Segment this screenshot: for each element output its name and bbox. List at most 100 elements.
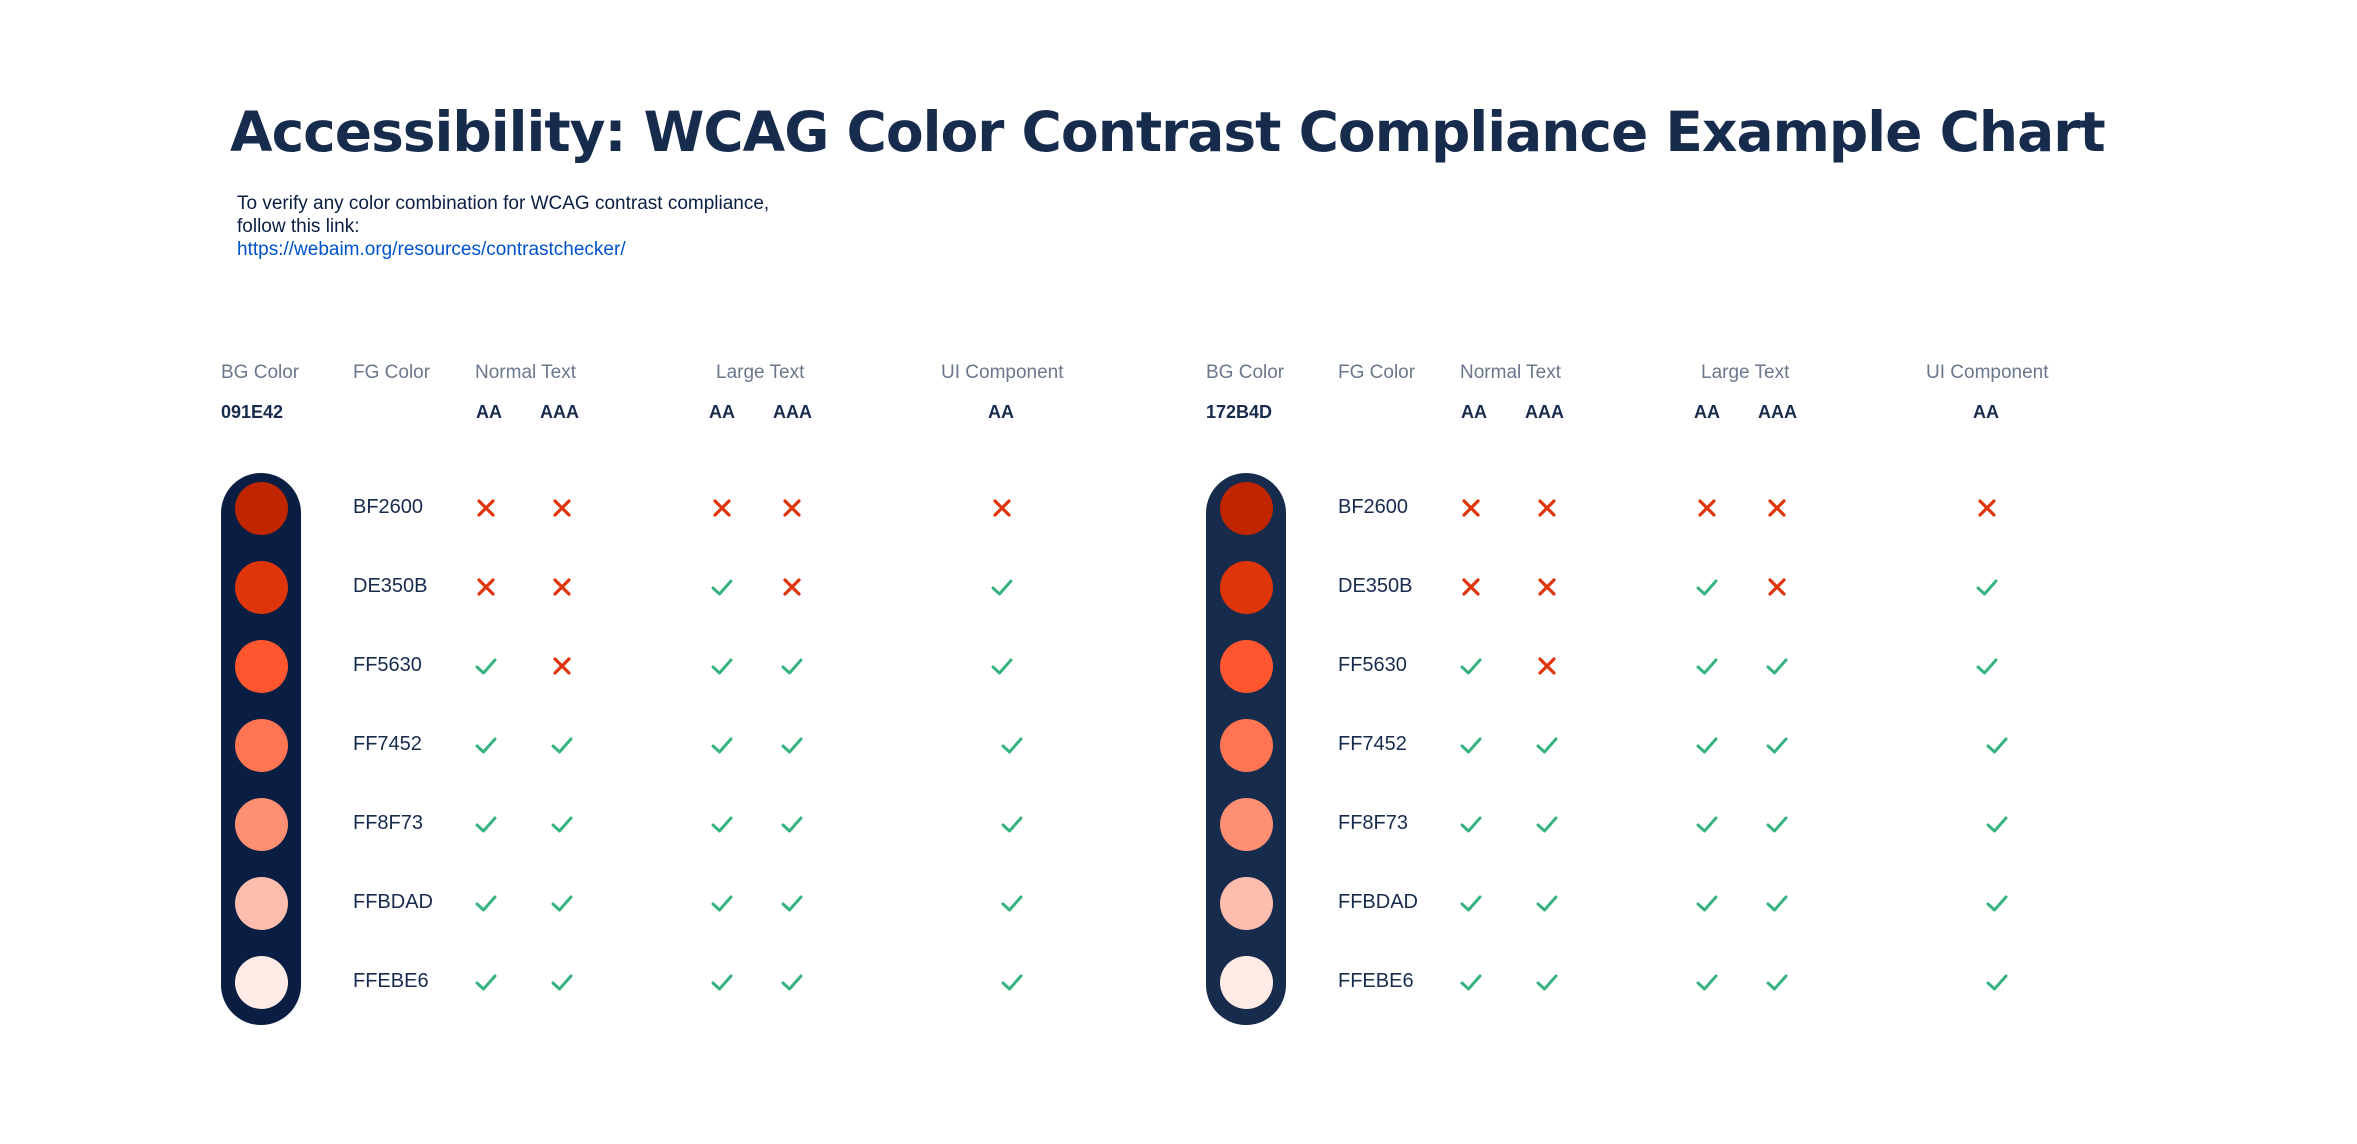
fg-color-label: FF8F73 [353,812,424,834]
fg-color-label: FF5630 [353,654,422,676]
fg-color-header: FG Color [353,362,431,383]
check-icon [1766,655,1788,682]
normal-aa-header: AA [476,402,502,422]
large-text-header: Large Text [716,362,805,383]
cross-icon [781,576,803,603]
color-swatch-ff8f73 [234,797,288,851]
cross-icon [551,497,573,524]
check-icon [551,813,573,840]
cross-icon [1976,497,1998,524]
cross-icon [991,497,1013,524]
normal-aaa-header: AAA [1525,402,1564,422]
fg-color-label: DE350B [353,575,428,597]
check-icon [1696,813,1718,840]
check-icon [711,892,733,919]
color-swatch-ffbdad [234,876,288,930]
fg-color-label: FFEBE6 [1338,970,1414,992]
check-icon [781,813,803,840]
cross-icon [1536,497,1558,524]
check-icon [1696,734,1718,761]
check-icon [475,655,497,682]
intro-text: To verify any color combination for WCAG… [237,192,769,261]
large-aaa-header: AAA [1758,402,1797,422]
bg-color-header: BG Color [221,362,300,383]
normal-aa-header: AA [1461,402,1487,422]
fg-color-label: BF2600 [1338,496,1409,518]
check-icon [1766,734,1788,761]
normal-text-header: Normal Text [475,362,577,383]
check-icon [1001,813,1023,840]
normal-text-header: Normal Text [1460,362,1562,383]
check-icon [1696,971,1718,998]
check-icon [991,655,1013,682]
check-icon [1001,892,1023,919]
color-swatch-ffebe6 [234,955,288,1009]
check-icon [1536,971,1558,998]
check-icon [475,971,497,998]
color-swatch-ff7452 [1219,718,1273,772]
check-icon [781,655,803,682]
intro-line-1: To verify any color combination for WCAG… [237,193,770,214]
check-icon [1696,576,1718,603]
check-icon [551,892,573,919]
check-icon [711,734,733,761]
check-icon [475,892,497,919]
contrast-checker-link[interactable]: https://webaim.org/resources/contrastche… [237,239,626,260]
fg-color-label: FFEBE6 [353,970,429,992]
cross-icon [1696,497,1718,524]
color-swatch-de350b [234,560,288,614]
intro-line-2: follow this link: [237,216,360,237]
check-icon [991,576,1013,603]
color-swatch-ff7452 [234,718,288,772]
check-icon [1976,576,1998,603]
ui-aa-header: AA [1973,402,1999,422]
check-icon [711,655,733,682]
check-icon [1986,813,2008,840]
fg-color-label: FFBDAD [1338,891,1418,913]
fg-color-label: FFBDAD [353,891,433,913]
ui-aa-header: AA [988,402,1014,422]
check-icon [1460,734,1482,761]
color-swatch-bf2600 [1219,481,1273,535]
check-icon [781,892,803,919]
fg-color-label: DE350B [1338,575,1413,597]
check-icon [475,813,497,840]
check-icon [551,734,573,761]
cross-icon [711,497,733,524]
check-icon [1536,734,1558,761]
fg-color-label: FF5630 [1338,654,1407,676]
check-icon [1986,892,2008,919]
check-icon [1536,892,1558,919]
normal-aaa-header: AAA [540,402,579,422]
check-icon [781,971,803,998]
check-icon [1696,892,1718,919]
check-icon [711,971,733,998]
check-icon [1460,813,1482,840]
fg-color-label: FF8F73 [1338,812,1409,834]
color-swatch-ff5630 [234,639,288,693]
color-swatch-ffbdad [1219,876,1273,930]
cross-icon [475,497,497,524]
cross-icon [1766,497,1788,524]
color-swatch-ff8f73 [1219,797,1273,851]
cross-icon [551,576,573,603]
check-icon [1986,734,2008,761]
cross-icon [1766,576,1788,603]
bg-color-header: BG Color [1206,362,1285,383]
check-icon [475,734,497,761]
color-swatch-de350b [1219,560,1273,614]
ui-component-header: UI Component [1926,362,2049,383]
cross-icon [1536,655,1558,682]
check-icon [1460,892,1482,919]
check-icon [1460,655,1482,682]
check-icon [1460,971,1482,998]
large-text-header: Large Text [1701,362,1790,383]
ui-component-header: UI Component [941,362,1064,383]
color-swatch-ff5630 [1219,639,1273,693]
check-icon [1766,813,1788,840]
check-icon [1536,813,1558,840]
large-aa-header: AA [1694,402,1720,422]
color-swatch-bf2600 [234,481,288,535]
color-swatch-ffebe6 [1219,955,1273,1009]
fg-color-label: FF7452 [353,733,422,755]
